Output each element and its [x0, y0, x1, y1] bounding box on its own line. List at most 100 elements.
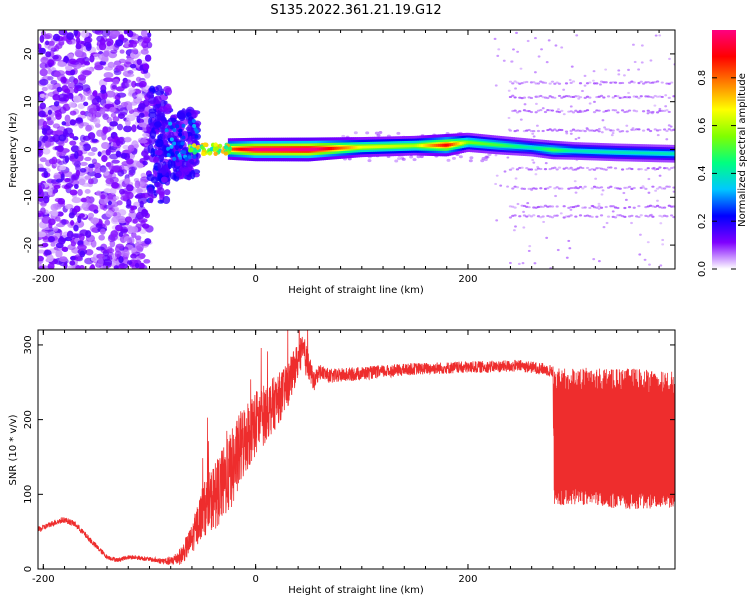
spectrogram-cell	[142, 63, 150, 71]
spectrogram-ridge-cell	[601, 150, 605, 154]
spectrogram-cell	[189, 147, 194, 152]
spectrogram-cell	[168, 149, 173, 154]
spectrogram-cell	[128, 211, 137, 219]
spectrogram-cell	[620, 130, 625, 133]
spectrogram-ridge-cell	[331, 146, 335, 150]
spectrogram-cell	[536, 82, 541, 85]
spectrogram-cell	[39, 68, 48, 77]
spectrogram-ridge-cell	[616, 151, 620, 154]
spectrogram-cell	[112, 216, 119, 223]
spectrogram-cell	[120, 152, 128, 159]
spectrogram-cell	[641, 110, 646, 113]
spectrogram-cell	[61, 121, 67, 126]
spectrogram-cell	[200, 145, 205, 150]
spectrogram-cell	[178, 112, 186, 122]
spectrogram-cell	[166, 152, 171, 157]
spectrogram-ridge-cell	[363, 145, 367, 149]
spectrogram-cell	[577, 136, 581, 139]
spectrogram-cell	[112, 78, 120, 85]
spectrogram-cell	[43, 170, 49, 178]
spectrogram-cell	[83, 41, 92, 48]
colorbar: 0.0 0.2 0.4 0.6 0.8 Normalized spectral ampl…	[697, 30, 748, 277]
spectrogram-cell	[536, 165, 540, 169]
spectrogram-cell	[525, 80, 529, 84]
spectrogram-cell	[534, 168, 538, 171]
spectrogram-ridge-cell	[357, 145, 361, 149]
spectrogram-cell	[131, 48, 139, 55]
spectrogram-cell	[651, 215, 655, 218]
spectrogram-cell	[620, 168, 625, 171]
spectrogram-cell	[87, 151, 96, 156]
spectrogram-cell	[658, 34, 662, 37]
spectrogram-cell	[88, 166, 94, 173]
spectrogram-ridge-cell	[378, 145, 382, 149]
spectrogram-cell	[136, 58, 143, 66]
spectrogram-ridge-cell	[523, 145, 526, 149]
spectrogram-cell	[99, 196, 109, 205]
spectrogram-cell	[670, 214, 674, 217]
spectrogram-cell	[529, 81, 534, 84]
spectrogram-ridge-cell	[554, 148, 558, 152]
spectrogram-cell	[102, 126, 109, 135]
spectrogram-cell	[134, 194, 143, 199]
spectrogram-cell	[603, 126, 607, 129]
snr-x-label: Height of straight line (km)	[288, 585, 424, 596]
spectrogram-ridge-cell	[327, 147, 331, 151]
spectrogram-cell	[562, 216, 566, 219]
spectrogram-cell	[138, 180, 146, 187]
spectrogram-ridge-cell	[435, 143, 439, 147]
spectrogram-cell	[591, 79, 595, 82]
spectrogram-cell	[641, 82, 646, 85]
spectrogram-cell	[637, 168, 641, 171]
spectrogram-cell	[93, 209, 99, 214]
spectrogram-ridge-cell	[508, 144, 511, 148]
spectrogram-cell	[599, 206, 604, 209]
spectrogram-cell	[207, 151, 212, 156]
spectrogram-cell	[553, 214, 557, 217]
spectrogram-cell	[142, 160, 148, 166]
spectrogram-cell	[50, 79, 58, 85]
spectrogram-ridge-cell	[446, 143, 450, 147]
spectrogram-ridge-cell	[590, 150, 594, 153]
spectrogram-cell	[664, 94, 668, 97]
spectrogram-cell	[631, 127, 635, 130]
spectrogram-ridge-cell	[295, 147, 299, 152]
spectrogram-cell	[109, 121, 119, 127]
spectrogram-cell	[126, 260, 133, 266]
spectrogram-cell	[77, 103, 86, 109]
spectrogram-cell	[419, 155, 424, 159]
spectrogram-ridge-cell	[520, 145, 524, 149]
spectrogram-cell	[532, 81, 536, 84]
spectrogram-ridge-cell	[510, 144, 513, 148]
spectrogram-cell	[583, 96, 587, 99]
spectrogram-cell	[565, 132, 569, 135]
spectrogram-cell	[556, 248, 560, 252]
spectrogram-cell	[653, 104, 657, 107]
spectrogram-ridge-cell	[658, 152, 662, 155]
spectrogram-cell	[162, 195, 171, 205]
spectrogram-cell	[548, 109, 552, 112]
spectrogram-cell	[376, 133, 381, 137]
spectrogram-ridge-cell	[614, 151, 617, 154]
spectrogram-cell	[139, 262, 145, 269]
spectrogram-ridge-cell	[340, 146, 344, 150]
spectrogram-cell	[172, 156, 177, 161]
spectrogram-cell	[618, 96, 622, 99]
spectrogram-cell	[632, 206, 636, 209]
spectrogram-cell	[48, 158, 56, 165]
spectrogram-cell	[569, 208, 573, 211]
spectrogram-cell	[78, 213, 85, 219]
spectrogram-cell	[581, 89, 584, 93]
spectrogram-cell	[564, 94, 569, 98]
spectrogram-cell	[664, 105, 668, 108]
spectrogram-cell	[93, 64, 104, 71]
spectrogram-cell	[169, 137, 174, 142]
spectrogram-cell	[64, 178, 71, 183]
spectrogram-cell	[507, 128, 511, 131]
spectrogram-cell	[83, 101, 89, 107]
spectrogram-ridge-cell	[336, 146, 339, 150]
spectrogram-cell	[577, 97, 581, 100]
spectrogram-cell	[568, 247, 572, 250]
spectrogram-cell	[115, 243, 124, 249]
